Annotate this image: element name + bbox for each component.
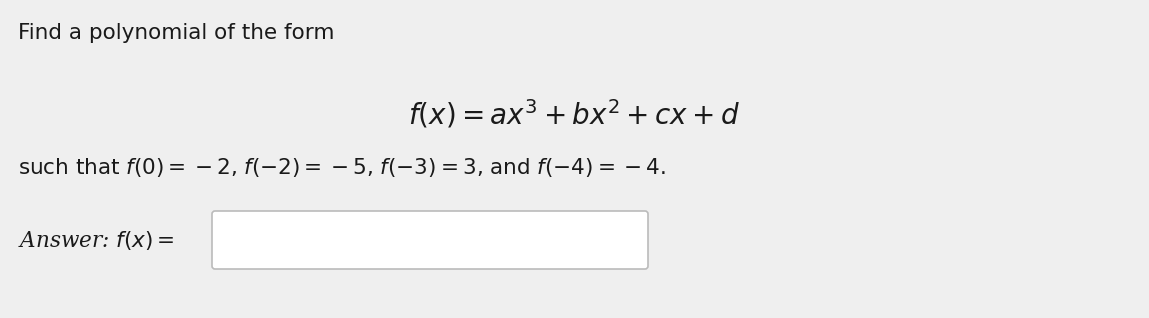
FancyBboxPatch shape (213, 211, 648, 269)
Text: Answer: $f(x) =$: Answer: $f(x) =$ (18, 229, 175, 252)
Text: Find a polynomial of the form: Find a polynomial of the form (18, 23, 334, 43)
Text: such that $f(0) = -2$, $f(-2) = -5$, $f(-3) = 3$, and $f(-4) = -4$.: such that $f(0) = -2$, $f(-2) = -5$, $f(… (18, 156, 666, 179)
Text: $f(x) = ax^3 + bx^2 + cx + d$: $f(x) = ax^3 + bx^2 + cx + d$ (408, 98, 740, 131)
